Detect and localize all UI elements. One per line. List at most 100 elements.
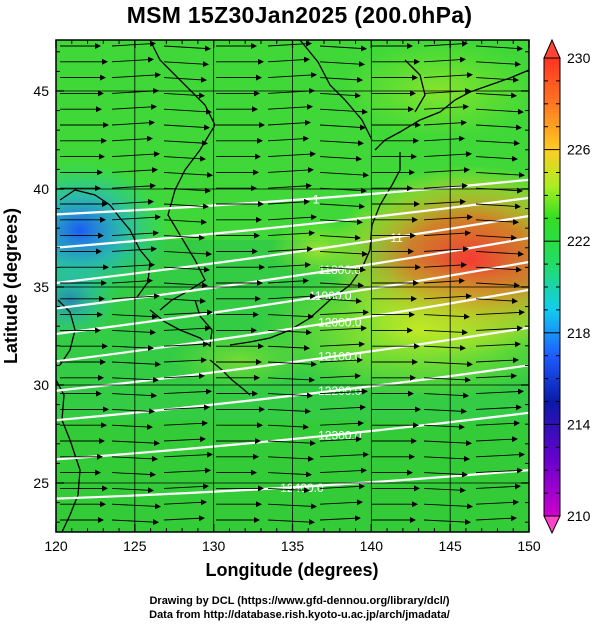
wind-arrow xyxy=(423,151,472,158)
y-tick-label: 45 xyxy=(33,83,49,99)
wind-arrow xyxy=(163,515,205,522)
wind-arrow xyxy=(111,56,154,63)
wind-arrow xyxy=(267,135,309,142)
wind-arrow xyxy=(319,357,363,364)
wind-arrow xyxy=(163,467,211,474)
wind-arrow xyxy=(475,388,524,395)
contour-label: 11800.0 xyxy=(319,263,362,277)
wind-arrow xyxy=(267,329,312,336)
wind-arrow xyxy=(423,40,468,47)
wind-arrow xyxy=(475,357,519,364)
wind-arrow xyxy=(111,277,153,284)
contour-label: 12400.0 xyxy=(280,481,324,495)
wind-arrow xyxy=(475,515,517,522)
wind-arrow xyxy=(163,282,208,289)
wind-arrow xyxy=(319,515,361,522)
wind-arrow xyxy=(475,309,525,316)
wind-arrow xyxy=(319,388,368,395)
wind-arrow xyxy=(267,261,311,268)
colorbar-max-triangle xyxy=(543,38,561,59)
wind-arrow xyxy=(319,341,365,348)
wind-arrow xyxy=(267,214,317,221)
wind-arrow xyxy=(319,219,363,226)
wind-arrow xyxy=(423,423,465,430)
wind-arrow xyxy=(319,266,366,273)
wind-arrow xyxy=(111,329,156,336)
contour-label: 12200.0 xyxy=(318,384,362,398)
wind-arrow xyxy=(423,246,469,253)
wind-arrow xyxy=(319,499,363,506)
wind-arrow xyxy=(475,155,518,162)
wind-arrow xyxy=(267,376,315,383)
wind-arrow xyxy=(163,436,206,443)
wind-arrow xyxy=(111,487,154,494)
wind-arrow xyxy=(475,404,522,411)
wind-arrow xyxy=(319,155,362,162)
wind-arrow xyxy=(319,420,364,427)
wind-arrow xyxy=(111,423,153,430)
wind-arrow xyxy=(163,325,211,332)
wind-arrow xyxy=(111,345,154,351)
contour-label: 11900.0 xyxy=(309,289,352,303)
wind-arrow xyxy=(111,119,155,126)
wind-arrow xyxy=(163,451,213,458)
wind-arrow xyxy=(267,519,315,526)
wind-arrow xyxy=(475,219,519,226)
wind-arrow xyxy=(423,182,468,189)
colorbar: 230 226 222 218 214 210 xyxy=(543,38,591,535)
wind-arrow xyxy=(423,313,470,320)
wind-arrow xyxy=(475,499,519,506)
wind-arrow xyxy=(423,119,467,126)
wind-arrow xyxy=(475,45,523,52)
wind-arrow xyxy=(319,325,367,332)
wind-arrow xyxy=(163,219,207,226)
wind-arrow xyxy=(111,361,161,368)
wind-arrow xyxy=(111,198,154,205)
wind-arrow xyxy=(267,230,315,237)
wind-arrow xyxy=(267,455,314,462)
wind-arrow xyxy=(163,108,212,115)
wind-arrow xyxy=(423,167,470,173)
wind-arrow xyxy=(163,155,206,162)
coast-segment xyxy=(299,40,373,141)
wind-arrow xyxy=(423,471,468,478)
wind-arrow xyxy=(267,119,311,126)
wind-arrow xyxy=(319,171,369,178)
wind-arrow xyxy=(319,203,365,210)
wind-arrow xyxy=(475,483,521,490)
wind-arrow xyxy=(111,72,161,79)
wind-arrow xyxy=(267,151,316,158)
wind-arrow xyxy=(423,72,473,79)
wind-arrow xyxy=(111,392,157,399)
wind-arrow xyxy=(475,61,521,68)
wind-arrow xyxy=(111,408,155,415)
y-tick-label: 25 xyxy=(33,475,49,491)
wind-arrow xyxy=(319,108,368,115)
wind-arrow xyxy=(267,167,314,173)
x-axis: 120 125 130 135 140 145 150 xyxy=(44,40,541,554)
wind-arrow xyxy=(475,436,518,443)
colorbar-min-triangle xyxy=(543,515,561,535)
contour-label: 12300.0 xyxy=(318,428,362,442)
wind-arrow xyxy=(319,45,367,52)
x-axis-label: Longitude (degrees) xyxy=(205,560,378,580)
wind-arrow xyxy=(319,92,361,99)
wind-arrow xyxy=(267,103,313,110)
wind-arrow xyxy=(163,309,213,316)
wind-arrow xyxy=(475,140,520,147)
wind-arrow xyxy=(475,124,522,131)
y-axis: 25 30 35 40 45 xyxy=(33,51,529,523)
wind-arrow xyxy=(267,423,309,430)
wind-arrow xyxy=(319,404,366,411)
wind-arrow xyxy=(163,373,205,380)
wind-arrow xyxy=(423,293,472,300)
wind-arrow xyxy=(475,92,517,99)
wind-arrow xyxy=(475,325,523,332)
wind-arrow xyxy=(267,345,310,351)
credit-data: Data from http://database.rish.kyoto-u.a… xyxy=(149,609,450,621)
contour-label: 1 xyxy=(313,192,320,206)
wind-arrow xyxy=(475,203,521,210)
wind-arrow xyxy=(267,440,316,447)
wind-arrow xyxy=(163,341,209,348)
wind-arrow xyxy=(111,246,157,253)
